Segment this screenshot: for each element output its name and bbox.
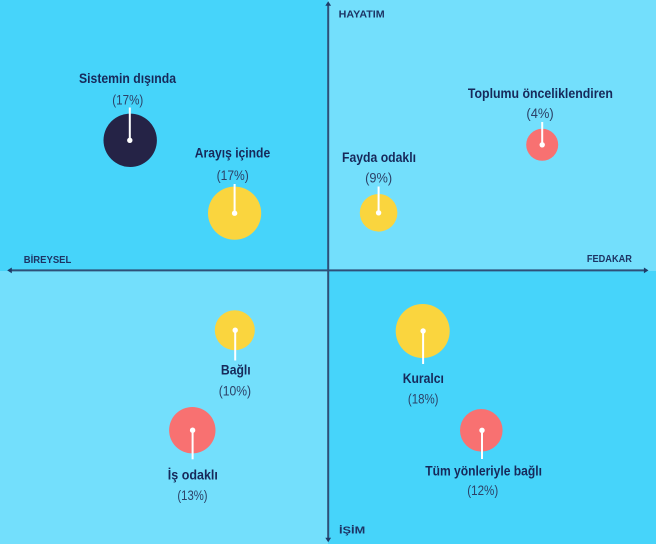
svg-text:(12%): (12%) — [467, 482, 498, 498]
svg-text:Kuralcı: Kuralcı — [403, 370, 444, 386]
svg-text:Tüm yönleriyle bağlı: Tüm yönleriyle bağlı — [425, 462, 542, 478]
svg-text:(10%): (10%) — [219, 383, 251, 399]
svg-text:İŞİM: İŞİM — [339, 524, 365, 537]
svg-text:(17%): (17%) — [112, 92, 143, 108]
svg-text:(18%): (18%) — [408, 391, 439, 407]
svg-text:FEDAKAR: FEDAKAR — [587, 253, 632, 265]
svg-text:Arayış içinde: Arayış içinde — [195, 145, 271, 161]
svg-text:(4%): (4%) — [526, 105, 553, 121]
svg-text:BİREYSEL: BİREYSEL — [24, 253, 72, 266]
svg-text:(17%): (17%) — [217, 167, 249, 183]
svg-text:Bağlı: Bağlı — [221, 362, 251, 378]
svg-text:(9%): (9%) — [365, 169, 392, 185]
svg-text:HAYATIM: HAYATIM — [339, 8, 385, 20]
svg-text:İş odaklı: İş odaklı — [168, 466, 218, 482]
svg-text:Sistemin dışında: Sistemin dışında — [79, 70, 176, 86]
svg-text:(13%): (13%) — [177, 487, 207, 503]
svg-text:Fayda odaklı: Fayda odaklı — [342, 149, 416, 165]
svg-text:Toplumu önceliklendiren: Toplumu önceliklendiren — [468, 85, 613, 101]
